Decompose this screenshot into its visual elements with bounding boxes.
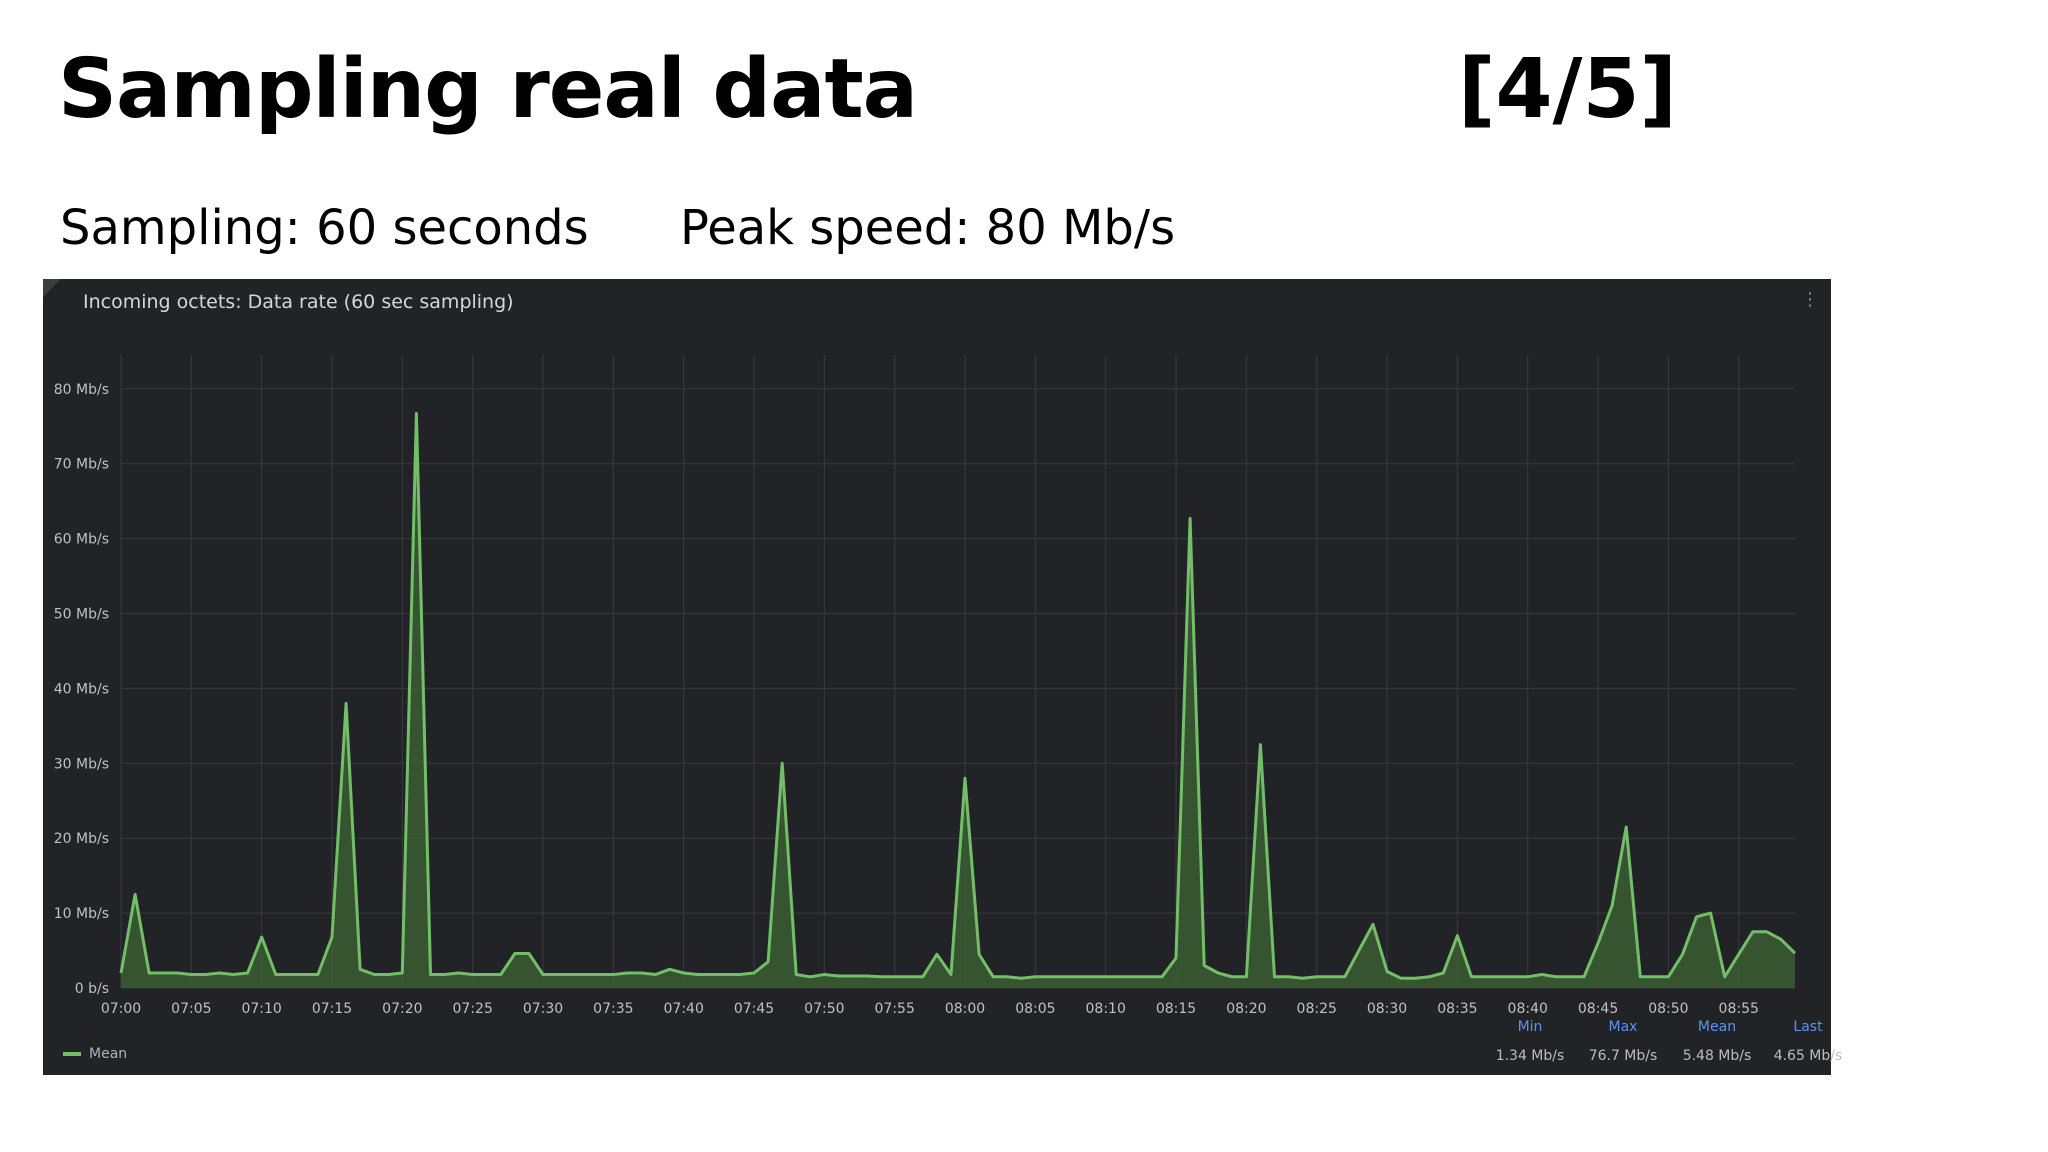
data-rate-chart: 0 b/s 10 Mb/s 20 Mb/s 30 Mb/s 40 Mb/s 50 Mb/s… — [54, 355, 1797, 1017]
y-tick-label: 0 b/s — [75, 981, 109, 997]
legend-label: Mean — [89, 1046, 128, 1062]
sampling-interval-text: Sampling: 60 seconds — [60, 200, 589, 256]
x-tick-label: 08:20 — [1226, 1001, 1266, 1017]
series-line-mean — [119, 412, 1797, 980]
x-tick-label: 07:10 — [241, 1001, 281, 1017]
x-tick-label: 07:00 — [101, 1001, 141, 1017]
panel-corner-marker — [43, 279, 61, 297]
stat-min-label: Min — [1517, 1019, 1543, 1035]
x-tick-label: 08:45 — [1578, 1001, 1618, 1017]
x-tick-label: 08:05 — [1015, 1001, 1055, 1017]
slide-counter: [4/5] — [1458, 42, 1678, 137]
x-tick-label: 07:30 — [523, 1001, 563, 1017]
y-tick-label: 30 Mb/s — [54, 756, 109, 772]
x-tick-label: 07:55 — [875, 1001, 915, 1017]
y-tick-label: 80 Mb/s — [54, 382, 109, 398]
x-tick-label: 07:15 — [312, 1001, 352, 1017]
chart-panel[interactable]: Incoming octets: Data rate (60 sec sampl… — [43, 279, 1842, 1075]
x-tick-label: 07:25 — [453, 1001, 493, 1017]
y-tick-label: 20 Mb/s — [54, 831, 109, 847]
y-tick-label: 40 Mb/s — [54, 681, 109, 697]
stat-min-value: 1.34 Mb/s — [1495, 1048, 1565, 1064]
stat-mean-value: 5.48 Mb/s — [1682, 1048, 1752, 1064]
panel-menu-icon[interactable]: ⋮ — [1801, 289, 1819, 310]
panel-title: Incoming octets: Data rate (60 sec sampl… — [83, 291, 514, 313]
stat-max-label: Max — [1608, 1019, 1638, 1035]
x-tick-label: 07:05 — [171, 1001, 211, 1017]
stat-last-label: Last — [1793, 1019, 1823, 1035]
x-tick-label: 07:50 — [804, 1001, 844, 1017]
stat-last-value: 4.65 Mb/s — [1773, 1048, 1843, 1064]
x-tick-label: 07:35 — [593, 1001, 633, 1017]
x-tick-label: 08:40 — [1508, 1001, 1548, 1017]
x-tick-label: 07:45 — [734, 1001, 774, 1017]
x-tick-label: 08:30 — [1367, 1001, 1407, 1017]
stat-mean-label: Mean — [1697, 1019, 1737, 1035]
series-layer — [119, 412, 1797, 988]
x-tick-label: 08:10 — [1086, 1001, 1126, 1017]
y-tick-label: 10 Mb/s — [54, 906, 109, 922]
x-tick-label: 08:25 — [1297, 1001, 1337, 1017]
x-tick-label: 08:35 — [1437, 1001, 1477, 1017]
legend-swatch — [63, 1052, 81, 1056]
x-tick-label: 08:55 — [1719, 1001, 1759, 1017]
x-tick-label: 08:00 — [945, 1001, 985, 1017]
series-area-mean — [121, 413, 1795, 988]
x-axis-labels: 07:00 07:05 07:10 07:15 07:20 07:25 07:30 07:35… — [101, 1001, 1759, 1017]
y-tick-label: 70 Mb/s — [54, 457, 109, 473]
x-tick-label: 07:20 — [382, 1001, 422, 1017]
stat-max-value: 76.7 Mb/s — [1588, 1048, 1658, 1064]
x-tick-label: 08:50 — [1648, 1001, 1688, 1017]
peak-speed-text: Peak speed: 80 Mb/s — [680, 200, 1176, 256]
y-tick-label: 50 Mb/s — [54, 607, 109, 623]
x-tick-label: 08:15 — [1156, 1001, 1196, 1017]
y-tick-label: 60 Mb/s — [54, 532, 109, 548]
legend-item-mean[interactable]: Mean — [63, 1046, 127, 1062]
slide-title: Sampling real data — [58, 42, 918, 137]
x-tick-label: 07:40 — [664, 1001, 704, 1017]
y-axis-labels: 0 b/s 10 Mb/s 20 Mb/s 30 Mb/s 40 Mb/s 50 Mb/s… — [54, 382, 109, 997]
